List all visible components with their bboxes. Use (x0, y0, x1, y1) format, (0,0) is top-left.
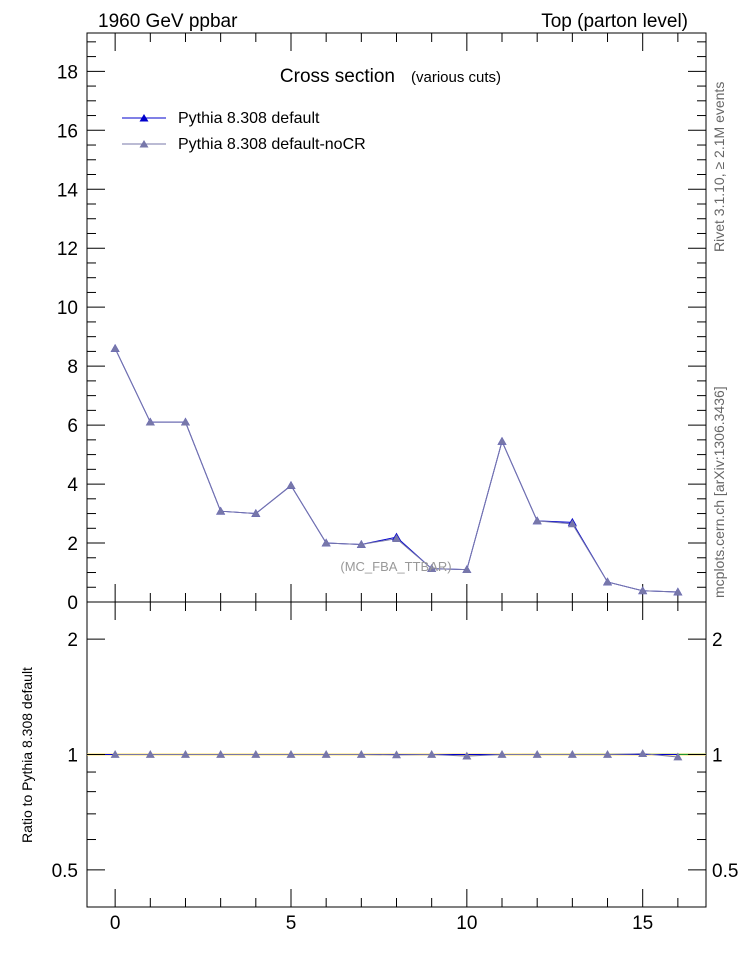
plot-title: Cross section (280, 66, 395, 87)
data-point (532, 516, 542, 525)
data-point (321, 538, 331, 547)
ratio-y-tick-label: 2 (67, 630, 78, 651)
data-point (427, 564, 437, 573)
data-point (638, 749, 648, 758)
y-tick-label: 12 (57, 239, 78, 260)
y-tick-label: 0 (67, 593, 78, 614)
data-point (251, 750, 261, 758)
y-tick-label: 14 (57, 180, 79, 201)
data-point (321, 750, 331, 758)
plot-title-main: Cross section (280, 66, 395, 87)
data-point (286, 481, 296, 489)
series-line (114, 348, 678, 593)
y-tick-label: 4 (67, 475, 78, 496)
legend-label: Pythia 8.308 default-noCR (178, 136, 366, 153)
data-point (286, 750, 296, 758)
data-point (673, 587, 683, 596)
main-axis-ticks: 0 2 4 6 8 10 12 14 16 18 (57, 33, 706, 614)
y-tick-label: 10 (57, 298, 78, 319)
y-tick-label: 8 (67, 357, 78, 378)
data-point (427, 750, 437, 758)
x-tick-label: 10 (456, 913, 477, 934)
analysis-watermark: (MC_FBA_TTBAR) (340, 559, 451, 574)
data-point (392, 534, 401, 542)
legend: Pythia 8.308 default Pythia 8.308 defaul… (122, 110, 366, 153)
y-tick-label: 6 (67, 416, 78, 437)
data-point (216, 750, 226, 758)
data-point (356, 750, 366, 758)
data-point (216, 506, 226, 515)
legend-label: Pythia 8.308 default (178, 110, 320, 127)
ratio-series-points (110, 749, 683, 761)
data-point (145, 750, 155, 758)
rivet-label: Rivet 3.1.10, ≥ 2.1M events (711, 82, 727, 252)
data-point (462, 565, 472, 573)
ratio-y-tick-label: 2 (712, 630, 723, 651)
data-point (567, 519, 577, 528)
data-point (603, 577, 613, 586)
ratio-axis-ticks: 0 5 10 15 0.5 0.5 1 1 2 2 (52, 602, 738, 934)
x-tick-label: 0 (110, 913, 121, 934)
legend-entry: Pythia 8.308 default-noCR (122, 136, 366, 153)
main-series-points (110, 343, 683, 596)
data-point (462, 751, 472, 760)
data-point (251, 509, 261, 517)
legend-entry: Pythia 8.308 default (122, 110, 320, 127)
data-point (110, 343, 120, 352)
data-point (603, 750, 613, 758)
data-point (497, 750, 507, 758)
data-point (673, 752, 683, 761)
ratio-y-tick-label: 1 (712, 746, 723, 767)
ratio-y-tick-label: 0.5 (712, 861, 738, 882)
mcplots-label: mcplots.cern.ch [arXiv:1306.3436] (711, 386, 727, 598)
data-point (180, 417, 190, 426)
main-series-lines (114, 348, 678, 593)
legend-triangle-icon (139, 114, 149, 122)
ratio-ylabel: Ratio to Pythia 8.308 default (19, 667, 35, 843)
data-point (356, 540, 366, 548)
data-point (110, 750, 120, 758)
y-tick-label: 2 (67, 534, 78, 555)
data-point (497, 436, 507, 445)
data-point (638, 586, 648, 595)
ratio-plot: 0 5 10 15 0.5 0.5 1 1 2 2 Ratio to Pythia 8.308 d… (19, 601, 738, 934)
ratio-y-tick-label: 0.5 (52, 861, 78, 882)
x-tick-label: 5 (286, 913, 297, 934)
data-point (532, 750, 542, 758)
data-point (392, 750, 401, 759)
legend-triangle-icon (139, 140, 149, 148)
data-point (567, 750, 577, 758)
y-tick-label: 16 (57, 121, 78, 142)
data-point (180, 750, 190, 758)
header-left: 1960 GeV ppbar (98, 11, 238, 32)
plot-subtitle: (various cuts) (411, 69, 501, 86)
y-tick-label: 18 (57, 62, 78, 83)
ratio-y-tick-label: 1 (67, 746, 78, 767)
x-tick-label: 15 (632, 913, 653, 934)
series-line (114, 348, 678, 593)
main-plot: 0 2 4 6 8 10 12 14 16 18 Cross section (various c… (57, 32, 707, 614)
header-right: Top (parton level) (541, 11, 688, 32)
data-point (145, 417, 155, 426)
